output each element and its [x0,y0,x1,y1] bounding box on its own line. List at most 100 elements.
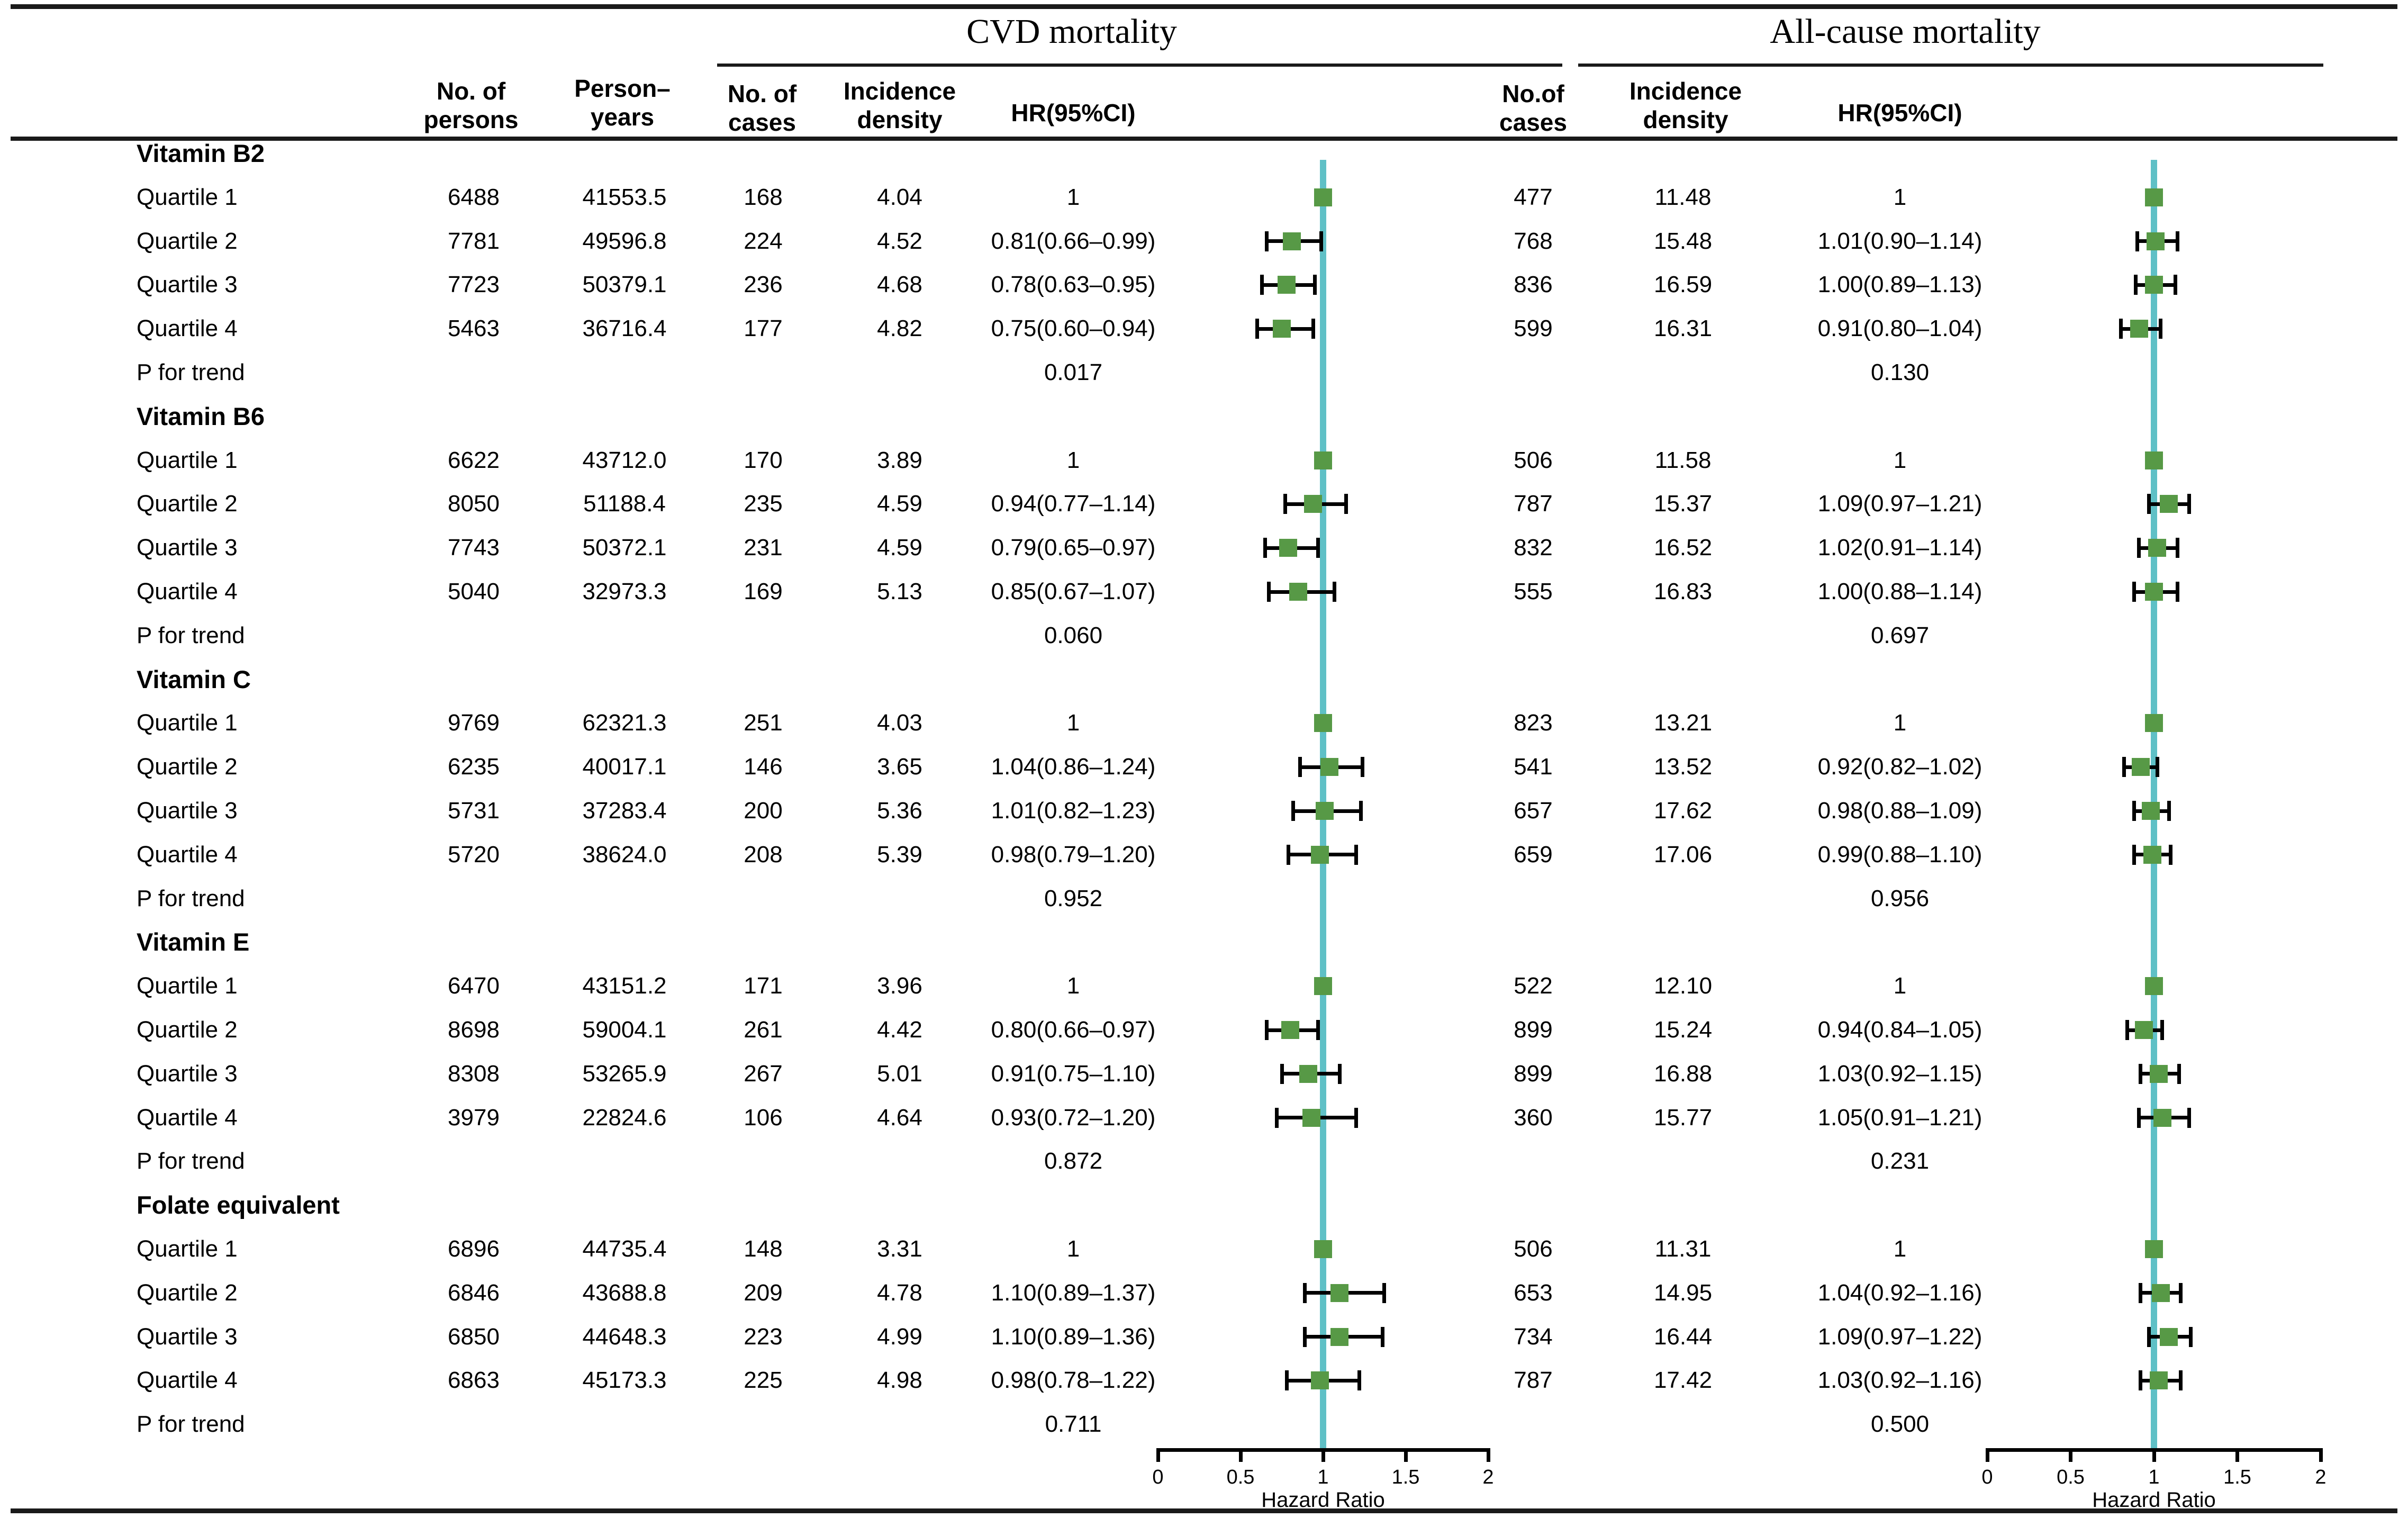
person-years-value: 51188.4 [583,491,666,517]
cvd-hr-value: 1.01(0.82–1.23) [991,798,1156,824]
cvd-incidence-value: 3.96 [877,973,922,999]
col-header-ac-hr: HR(95%CI) [1837,99,1962,126]
ci-cap-right [1311,319,1315,339]
p-for-trend-cvd: 0.872 [1044,1148,1103,1174]
persons-value: 6863 [448,1367,500,1394]
person-years-value: 43712.0 [582,447,667,473]
ac-hr-value: 1 [1893,184,1907,210]
axis-tick-label: 1.5 [2223,1466,2251,1488]
cvd-hr-value: 1.10(0.89–1.37) [991,1279,1156,1306]
ci-cap-right [1344,494,1348,514]
cvd-incidence-value: 3.65 [877,754,922,780]
cvd-cases-value: 169 [744,579,783,604]
ci-cap-right [1312,275,1317,295]
quartile-label: Quartile 1 [137,973,238,999]
ci-cap-left [2132,844,2136,865]
persons-value: 6846 [448,1279,500,1306]
person-years-value: 62321.3 [582,710,667,736]
axis-tick-label: 1 [2148,1466,2160,1488]
axis-tick-label: 0 [1152,1466,1164,1488]
axis-tick [2152,1448,2156,1462]
ac-cases-value: 360 [1514,1104,1553,1131]
hr-point-marker [1282,232,1301,250]
ci-cap-right [2174,275,2178,295]
ci-cap-right [2178,1370,2183,1391]
ac-hr-value: 1.04(0.92–1.16) [1817,1279,1982,1306]
axis-tick [2319,1448,2323,1462]
axis-tick [1156,1448,1160,1462]
hr-point-marker [2145,451,2163,469]
cvd-incidence-value: 4.98 [877,1367,922,1394]
p-for-trend-cvd: 0.711 [1045,1411,1102,1438]
cvd-hr-value: 0.81(0.66–0.99) [991,228,1156,254]
hr-point-marker [1314,1240,1332,1258]
quartile-label: Quartile 1 [137,184,238,210]
hr-point-marker [2145,714,2163,733]
quartile-label: Quartile 3 [137,1323,238,1350]
ci-cap-right [2187,494,2191,514]
quartile-label: Quartile 4 [137,315,238,342]
axis-tick-label: 2 [1482,1466,1494,1488]
ac-cases-value: 659 [1514,841,1553,868]
ci-cap-left [1280,1063,1284,1084]
hr-point-marker [1314,714,1332,733]
person-years-value: 43151.2 [582,973,667,999]
cvd-incidence-value: 4.82 [877,315,922,342]
ci-cap-right [2188,1326,2193,1347]
section-header: Vitamin C [137,665,251,693]
hr-point-marker [1330,1284,1349,1302]
quartile-label: Quartile 2 [137,754,238,780]
ac-cases-value: 541 [1514,754,1553,780]
persons-value: 5731 [448,798,500,824]
cvd-cases-value: 267 [744,1060,783,1087]
axis-tick-label: 0.5 [1226,1466,1255,1488]
hr-point-marker [1316,802,1334,820]
section-header: Folate equivalent [137,1191,340,1219]
hr-point-marker [1279,539,1298,557]
ac-cases-value: 657 [1514,798,1553,824]
persons-value: 6488 [448,184,500,210]
axis-tick-label: 0.5 [2057,1466,2085,1488]
person-years-value: 41553.5 [582,184,667,210]
header-rule [11,137,2397,141]
hr-point-marker [2151,1284,2170,1302]
ci-cap-left [1260,275,1264,295]
ac-cases-value: 768 [1514,228,1553,254]
cvd-incidence-value: 5.13 [877,579,922,604]
ci-cap-left [2119,319,2123,339]
col-header-persons: No. of persons [423,77,519,133]
cvd-hr-value: 1 [1066,1236,1080,1262]
col-header-ac-incidence: Incidence density [1629,77,1742,133]
p-for-trend-cvd: 0.017 [1044,359,1103,385]
p-for-trend-ac: 0.130 [1870,359,1930,385]
ac-hr-value: 0.98(0.88–1.09) [1817,798,1982,824]
cvd-cases-value: 200 [744,798,783,824]
hr-point-marker [1310,845,1329,864]
persons-value: 6850 [448,1323,500,1350]
col-header-ac-cases: No.of cases [1499,80,1567,136]
ci-cap-right [1354,1107,1358,1128]
ac-hr-value: 1.03(0.92–1.16) [1817,1367,1982,1394]
cvd-hr-value: 1.10(0.89–1.36) [991,1323,1156,1350]
person-years-value: 50372.1 [582,535,667,561]
ci-cap-left [1263,538,1268,558]
ci-cap-right [2155,757,2159,778]
ac-hr-value: 1.00(0.89–1.13) [1817,272,1982,298]
ac-cases-value: 787 [1514,1367,1553,1394]
hr-point-marker [2150,1064,2168,1083]
ci-cap-right [2177,1063,2181,1084]
hr-point-marker [1281,1021,1299,1039]
ci-cap-left [1291,801,1296,821]
quartile-label: Quartile 1 [137,710,238,736]
p-for-trend-cvd: 0.952 [1044,885,1103,911]
ci-cap-left [2139,1282,2143,1303]
cvd-cases-value: 146 [744,754,783,780]
hr-point-marker [1310,1371,1329,1390]
quartile-label: Quartile 4 [137,841,238,868]
cvd-incidence-value: 4.04 [877,184,922,210]
cvd-cases-value: 148 [744,1236,783,1262]
p-for-trend-ac: 0.500 [1870,1411,1930,1438]
ac-cases-value: 477 [1514,184,1553,210]
ac-cases-value: 832 [1514,535,1553,561]
persons-value: 3979 [448,1104,500,1131]
